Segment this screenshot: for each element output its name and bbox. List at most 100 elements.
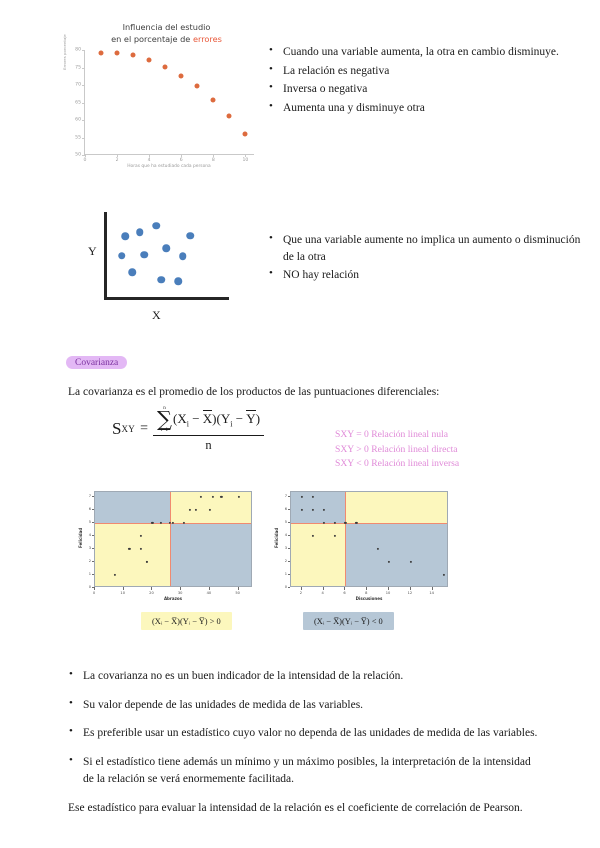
quadrant-y-tick xyxy=(91,509,94,511)
quadrant-data-point xyxy=(355,522,358,525)
fraction-bar xyxy=(152,434,265,436)
formula-denominator: n xyxy=(205,437,212,452)
quadrant-x-tick-label: 20 xyxy=(149,590,154,595)
quadrant-y-tick-label: 3 xyxy=(88,546,91,551)
chart2-data-point xyxy=(157,275,165,284)
quadrant-data-point xyxy=(168,522,171,525)
quadrant-x-tick-label: 2 xyxy=(299,590,303,595)
chart1-x-tick-label: 0 xyxy=(83,158,87,163)
quadrant-y-tick xyxy=(91,548,94,550)
quadrant-y-tick xyxy=(91,587,94,588)
quadrant-y-tick-label: 6 xyxy=(284,507,287,512)
chart1-data-point xyxy=(130,52,136,58)
chart1-x-tick-label: 8 xyxy=(211,158,215,163)
closing-paragraph: Ese estadístico para evaluar la intensid… xyxy=(68,802,523,814)
quadrant-data-point xyxy=(145,560,148,564)
chart2-y-label: Y xyxy=(88,244,97,258)
chart1-y-tick xyxy=(82,120,85,121)
sum-lower-limit: i=1 xyxy=(160,427,169,434)
chart1-title-line2-pre: en el porcentaje de xyxy=(111,33,193,44)
chart-abrazos-felicidad: 0 10 20 30 40 50 0 1 2 3 4 5 6 7 Abrazos Felicidad xyxy=(76,487,256,605)
chart1-y-tick-label: 65 xyxy=(75,100,81,105)
chart1-data-point xyxy=(242,131,248,137)
quadrant-x-tick xyxy=(322,587,324,590)
quadrant-y-tick xyxy=(287,561,290,563)
chart1-x-tick xyxy=(245,154,247,157)
chart2-y-axis xyxy=(104,212,107,300)
list-item: La relación es negativa xyxy=(266,62,586,80)
quadrant-y-tick xyxy=(287,587,290,588)
chart-influencia-estudio: Influencia del estudio en el porcentaje … xyxy=(62,22,266,192)
quadrant-data-point xyxy=(128,547,131,551)
chart1-xaxis-title: Horas que ha estudiado cada persona xyxy=(127,164,211,169)
chart2-data-point xyxy=(174,277,182,285)
quadrant-y-tick xyxy=(91,574,94,576)
quadrant-x-tick-label: 0 xyxy=(92,590,96,595)
quadrant-data-point xyxy=(182,522,186,525)
chart1-y-tick-label: 70 xyxy=(75,82,81,88)
quadrant-x-tick-label: 50 xyxy=(235,590,240,595)
list-item: Su valor depende de las unidades de medi… xyxy=(66,696,538,714)
quadrant-data-point xyxy=(333,535,336,538)
chart1-title-highlight: errores xyxy=(192,33,222,44)
chart1-x-tick-label: 10 xyxy=(242,158,249,163)
quadrant-x-tick xyxy=(431,587,433,590)
chart1-y-tick-label: 75 xyxy=(75,65,81,70)
quadrant-x-tick-label: 12 xyxy=(407,590,413,595)
quadrant-y-tick-label: 6 xyxy=(88,507,91,512)
quadrant-region-top-left xyxy=(95,492,170,524)
chart2-data-point xyxy=(117,251,126,260)
chart1-x-tick-label: 2 xyxy=(115,158,119,163)
quadrant-y-tick xyxy=(287,496,290,498)
covariance-relations-notes: SXY = 0 Relación lineal nula SXY > 0 Rel… xyxy=(335,428,459,472)
quadrant-data-point xyxy=(237,496,240,499)
quadrant-data-point xyxy=(322,509,325,512)
chart1-y-tick xyxy=(82,137,85,139)
quadrant-y-tick-label: 3 xyxy=(284,546,287,551)
quadrant-x-tick-label: 30 xyxy=(177,590,183,595)
chart1-y-tick-label: 55 xyxy=(75,135,81,140)
quadrant-region-bottom-left xyxy=(95,523,170,586)
covarianza-lead-text: La covarianza es el promedio de los prod… xyxy=(68,386,440,398)
quadrant-data-point xyxy=(139,547,143,551)
formula-lhs-symbol: S xyxy=(112,419,122,439)
chart1-y-tick xyxy=(82,67,85,69)
mean-x-line xyxy=(345,492,347,586)
quadrant-y-tick-label: 7 xyxy=(284,494,287,499)
covarianza-heading: Covarianza xyxy=(66,356,128,369)
chart1-x-tick xyxy=(181,154,183,157)
quadrant-y-tick xyxy=(287,535,290,537)
formula-numerator-expression: (Xi − X)(Yi − Y) xyxy=(172,410,261,429)
quadrant-data-point xyxy=(151,522,154,525)
quadrant-y-tick-label: 2 xyxy=(284,559,287,564)
quadrant-plot-area xyxy=(94,491,252,587)
quadrant-y-tick-label: 4 xyxy=(88,533,91,538)
section1-bullet-list: Cuando una variable aumenta, la otra en … xyxy=(266,43,586,119)
chart1-y-tick xyxy=(82,50,85,51)
chart1-x-tick xyxy=(85,154,86,157)
summation-symbol: n ∑ i=1 xyxy=(157,406,172,434)
formula-equals-sign: = xyxy=(140,421,148,437)
chart-discusiones-felicidad: 2 4 6 8 10 12 14 0 1 2 3 4 5 6 7 Discusiones Felicidad xyxy=(272,487,452,605)
list-item: Cuando una variable aumenta, la otra en … xyxy=(266,43,586,61)
quadrant-region-top-right xyxy=(169,492,251,524)
quadrant-x-tick xyxy=(180,587,182,590)
quadrant-x-tick-label: 8 xyxy=(365,590,368,595)
quadrant-x-tick xyxy=(94,587,95,590)
list-item: Si el estadístico tiene además un mínimo… xyxy=(66,753,538,787)
chart2-x-label: X xyxy=(152,308,161,322)
mean-x-line xyxy=(169,492,171,586)
quadrant-x-tick-label: 14 xyxy=(429,590,434,595)
quadrant-data-point xyxy=(322,522,325,525)
formula-fraction: n ∑ i=1 (Xi − X)(Yi − Y) n xyxy=(152,406,265,453)
quadrant-x-tick xyxy=(300,587,302,590)
quadrant-x-tick xyxy=(237,587,239,590)
chart1-x-tick xyxy=(149,154,151,157)
quadrant-y-tick xyxy=(91,535,94,537)
list-item: Que una variable aumente no implica un a… xyxy=(266,231,586,265)
chart1-x-tick-label: 4 xyxy=(147,158,151,163)
chart1-x-tick xyxy=(213,154,215,157)
list-item: Aumenta una y disminuye otra xyxy=(266,99,586,117)
quadrant-data-point xyxy=(194,509,197,512)
